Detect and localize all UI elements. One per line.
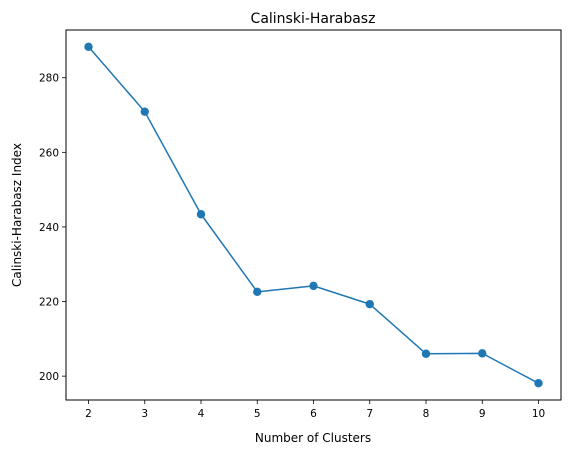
axes-frame	[65, 29, 562, 401]
chart-title: Calinski-Harabasz	[251, 11, 376, 27]
data-point	[84, 42, 93, 51]
data-point	[196, 210, 206, 219]
x-tick-label: 9	[479, 408, 486, 420]
y-tick-label: 220	[39, 297, 59, 309]
data-point	[253, 287, 262, 297]
data-point	[365, 299, 374, 309]
x-tick-label: 2	[85, 408, 92, 420]
x-axis-label: Number of Clusters	[255, 431, 371, 445]
data-point	[478, 349, 487, 358]
data-point	[534, 379, 543, 388]
x-tick-label: 10	[532, 408, 545, 420]
y-tick-label: 280	[39, 73, 59, 85]
data-point	[421, 349, 431, 358]
x-tick-label: 8	[423, 408, 430, 420]
x-tick-label: 4	[198, 408, 205, 420]
data-point	[309, 281, 318, 291]
y-tick-label: 240	[39, 222, 59, 234]
x-tick-label: 3	[141, 408, 148, 420]
x-tick-label: 6	[310, 408, 317, 420]
data-point	[140, 107, 149, 116]
y-tick-label: 200	[39, 371, 59, 383]
plot-area: 2 3 4 5 6 7 8 9 10 200 220 240 260 280	[39, 42, 545, 420]
y-axis-label: Calinski-Harabasz Index	[10, 143, 24, 287]
x-tick-label: 7	[366, 408, 373, 420]
y-tick-label: 260	[39, 147, 59, 159]
x-tick-label: 5	[254, 408, 261, 420]
